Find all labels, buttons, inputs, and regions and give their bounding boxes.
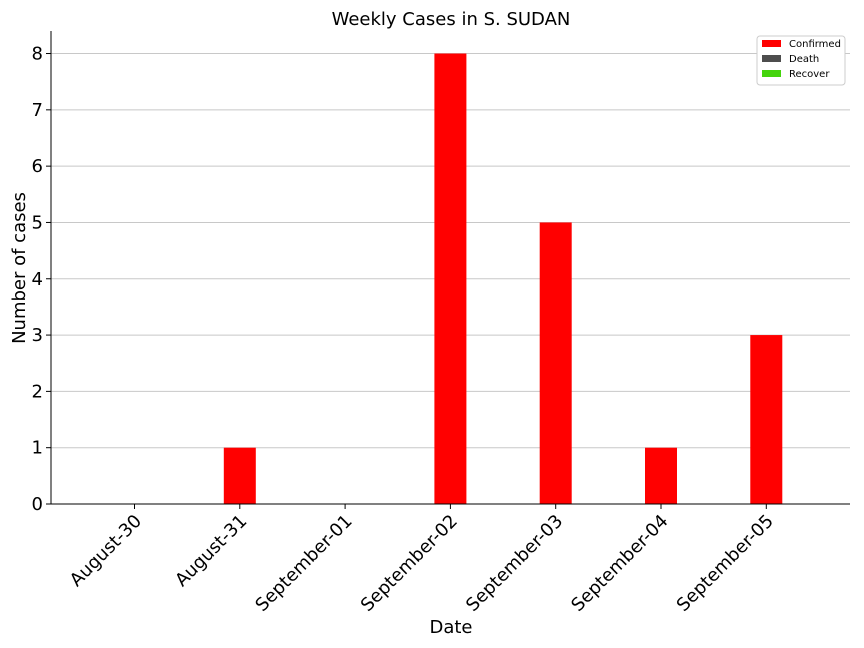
x-tick-label: September-01 bbox=[251, 511, 356, 616]
y-axis-title: Number of cases bbox=[9, 192, 30, 344]
legend-swatch bbox=[762, 55, 781, 62]
x-tick-label: September-04 bbox=[567, 511, 672, 616]
y-tick-label: 2 bbox=[32, 381, 43, 402]
bar-confirmed-september-05 bbox=[750, 335, 783, 504]
y-tick-label: 1 bbox=[32, 438, 43, 459]
legend: Confirmed Death Recover bbox=[756, 35, 846, 86]
x-tick-label: September-03 bbox=[462, 511, 567, 616]
legend-swatch bbox=[762, 70, 781, 77]
x-tick-label: September-02 bbox=[357, 511, 462, 616]
bar-confirmed-september-04 bbox=[645, 447, 677, 504]
bar-confirmed-september-02 bbox=[434, 53, 467, 505]
y-tick-label: 3 bbox=[32, 325, 43, 346]
y-ticks: 0 1 2 3 4 5 6 7 8 bbox=[32, 44, 51, 515]
y-tick-label: 7 bbox=[32, 100, 43, 121]
y-tick-label: 4 bbox=[32, 269, 43, 290]
x-axis-title: Date bbox=[429, 617, 472, 638]
x-tick-label: September-05 bbox=[673, 511, 778, 616]
chart-title: Weekly Cases in S. SUDAN bbox=[332, 9, 571, 30]
legend-label: Recover bbox=[789, 69, 830, 80]
x-tick-label: August-31 bbox=[171, 511, 251, 591]
x-ticks: August-30 August-31 September-01 September-… bbox=[66, 504, 778, 616]
legend-swatch bbox=[762, 40, 781, 47]
bar-confirmed-august-31 bbox=[223, 447, 256, 504]
x-tick-label: August-30 bbox=[66, 511, 146, 591]
legend-label: Confirmed bbox=[789, 39, 841, 50]
y-tick-label: 6 bbox=[32, 156, 43, 177]
y-tick-label: 8 bbox=[32, 44, 43, 65]
legend-label: Death bbox=[789, 54, 819, 65]
y-tick-label: 5 bbox=[32, 212, 43, 233]
bars bbox=[223, 53, 783, 505]
bar-confirmed-september-03 bbox=[539, 222, 572, 504]
y-tick-label: 0 bbox=[32, 494, 43, 515]
